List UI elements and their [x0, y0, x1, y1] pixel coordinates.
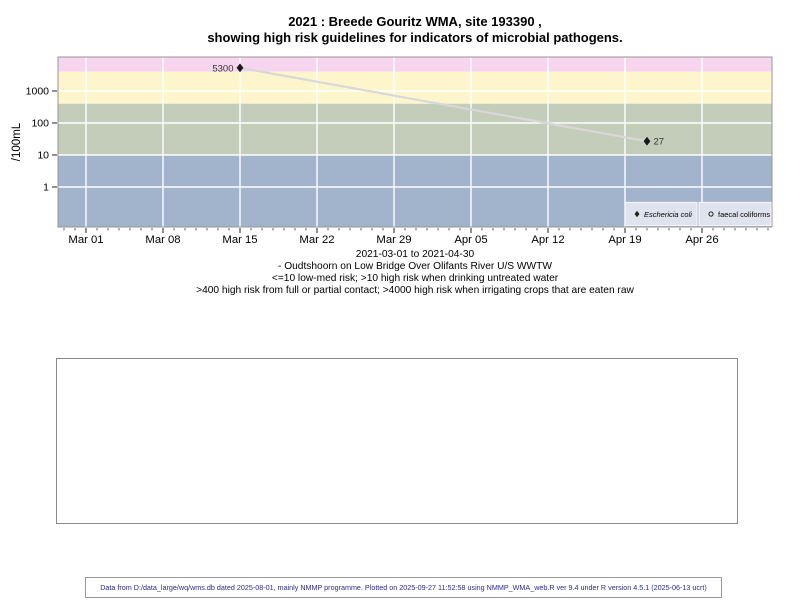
x-tick-label: Mar 01	[68, 234, 103, 246]
subtitle-site-description: - Oudtshoorn on Low Bridge Over Olifants…	[277, 261, 552, 272]
footer-text: Data from D:/data_large/wq/wms.db dated …	[100, 583, 707, 592]
x-tick-label: Mar 15	[222, 234, 257, 246]
chart-svg: 1 10 100 1000/100mL Mar 01 Mar 08 Mar 15 Mar 22…	[11, 56, 773, 246]
y-tick-label: 100	[31, 118, 49, 130]
x-tick-label: Mar 22	[299, 234, 334, 246]
x-axis: Mar 01 Mar 08 Mar 15 Mar 22 Mar 29 Apr 05 Apr …	[63, 228, 769, 246]
x-tick-label: Apr 19	[608, 234, 641, 246]
y-tick-label: 1	[43, 182, 49, 194]
x-tick-label: Apr 12	[531, 234, 564, 246]
risk-band	[58, 103, 772, 155]
y-axis-unit-label: /100mL	[11, 122, 23, 161]
subtitle-risk-note-contact: >400 high risk from full or partial cont…	[196, 285, 634, 296]
legend-marker-open-circle	[708, 211, 714, 217]
data-point-label: 27	[654, 137, 665, 148]
risk-bands	[58, 57, 772, 227]
x-tick-label: Apr 26	[685, 234, 718, 246]
chart-subtitle: 2021-03-01 to 2021-04-30 - Oudtshoorn on…	[30, 249, 800, 297]
chart-title-line1: 2021 : Breede Gouritz WMA, site 193390 ,	[288, 14, 542, 29]
legend-label: faecal coliforms	[718, 210, 770, 219]
gridlines	[58, 57, 772, 227]
risk-band	[58, 57, 772, 72]
x-tick-label: Mar 08	[145, 234, 180, 246]
empty-panel	[56, 358, 738, 524]
x-tick-label: Mar 29	[376, 234, 411, 246]
y-axis: 1 10 100 1000/100mL	[11, 86, 57, 194]
y-tick-label: 1000	[26, 86, 50, 98]
subtitle-risk-note-drinking: <=10 low-med risk; >10 high risk when dr…	[271, 273, 559, 284]
subtitle-date-range: 2021-03-01 to 2021-04-30	[355, 249, 475, 260]
plot-border	[57, 56, 773, 228]
legend-box	[698, 201, 772, 227]
legend-label: Eschericia coli	[644, 210, 692, 219]
footer-box: Data from D:/data_large/wq/wms.db dated …	[85, 577, 722, 598]
x-tick-label: Apr 05	[454, 234, 487, 246]
chart-title: 2021 : Breede Gouritz WMA, site 193390 ,…	[30, 14, 800, 46]
legend-box	[624, 201, 698, 227]
y-tick-label: 10	[37, 150, 49, 162]
chart-title-line2: showing high risk guidelines for indicat…	[207, 30, 623, 45]
legend-marker-filled-diamond	[634, 210, 640, 218]
series-line	[239, 66, 648, 143]
legend: Eschericia coli faecal coliforms	[624, 201, 772, 227]
data-point-label: 5300	[212, 63, 233, 74]
data-point-marker	[643, 136, 651, 146]
data-point-marker	[236, 63, 244, 73]
